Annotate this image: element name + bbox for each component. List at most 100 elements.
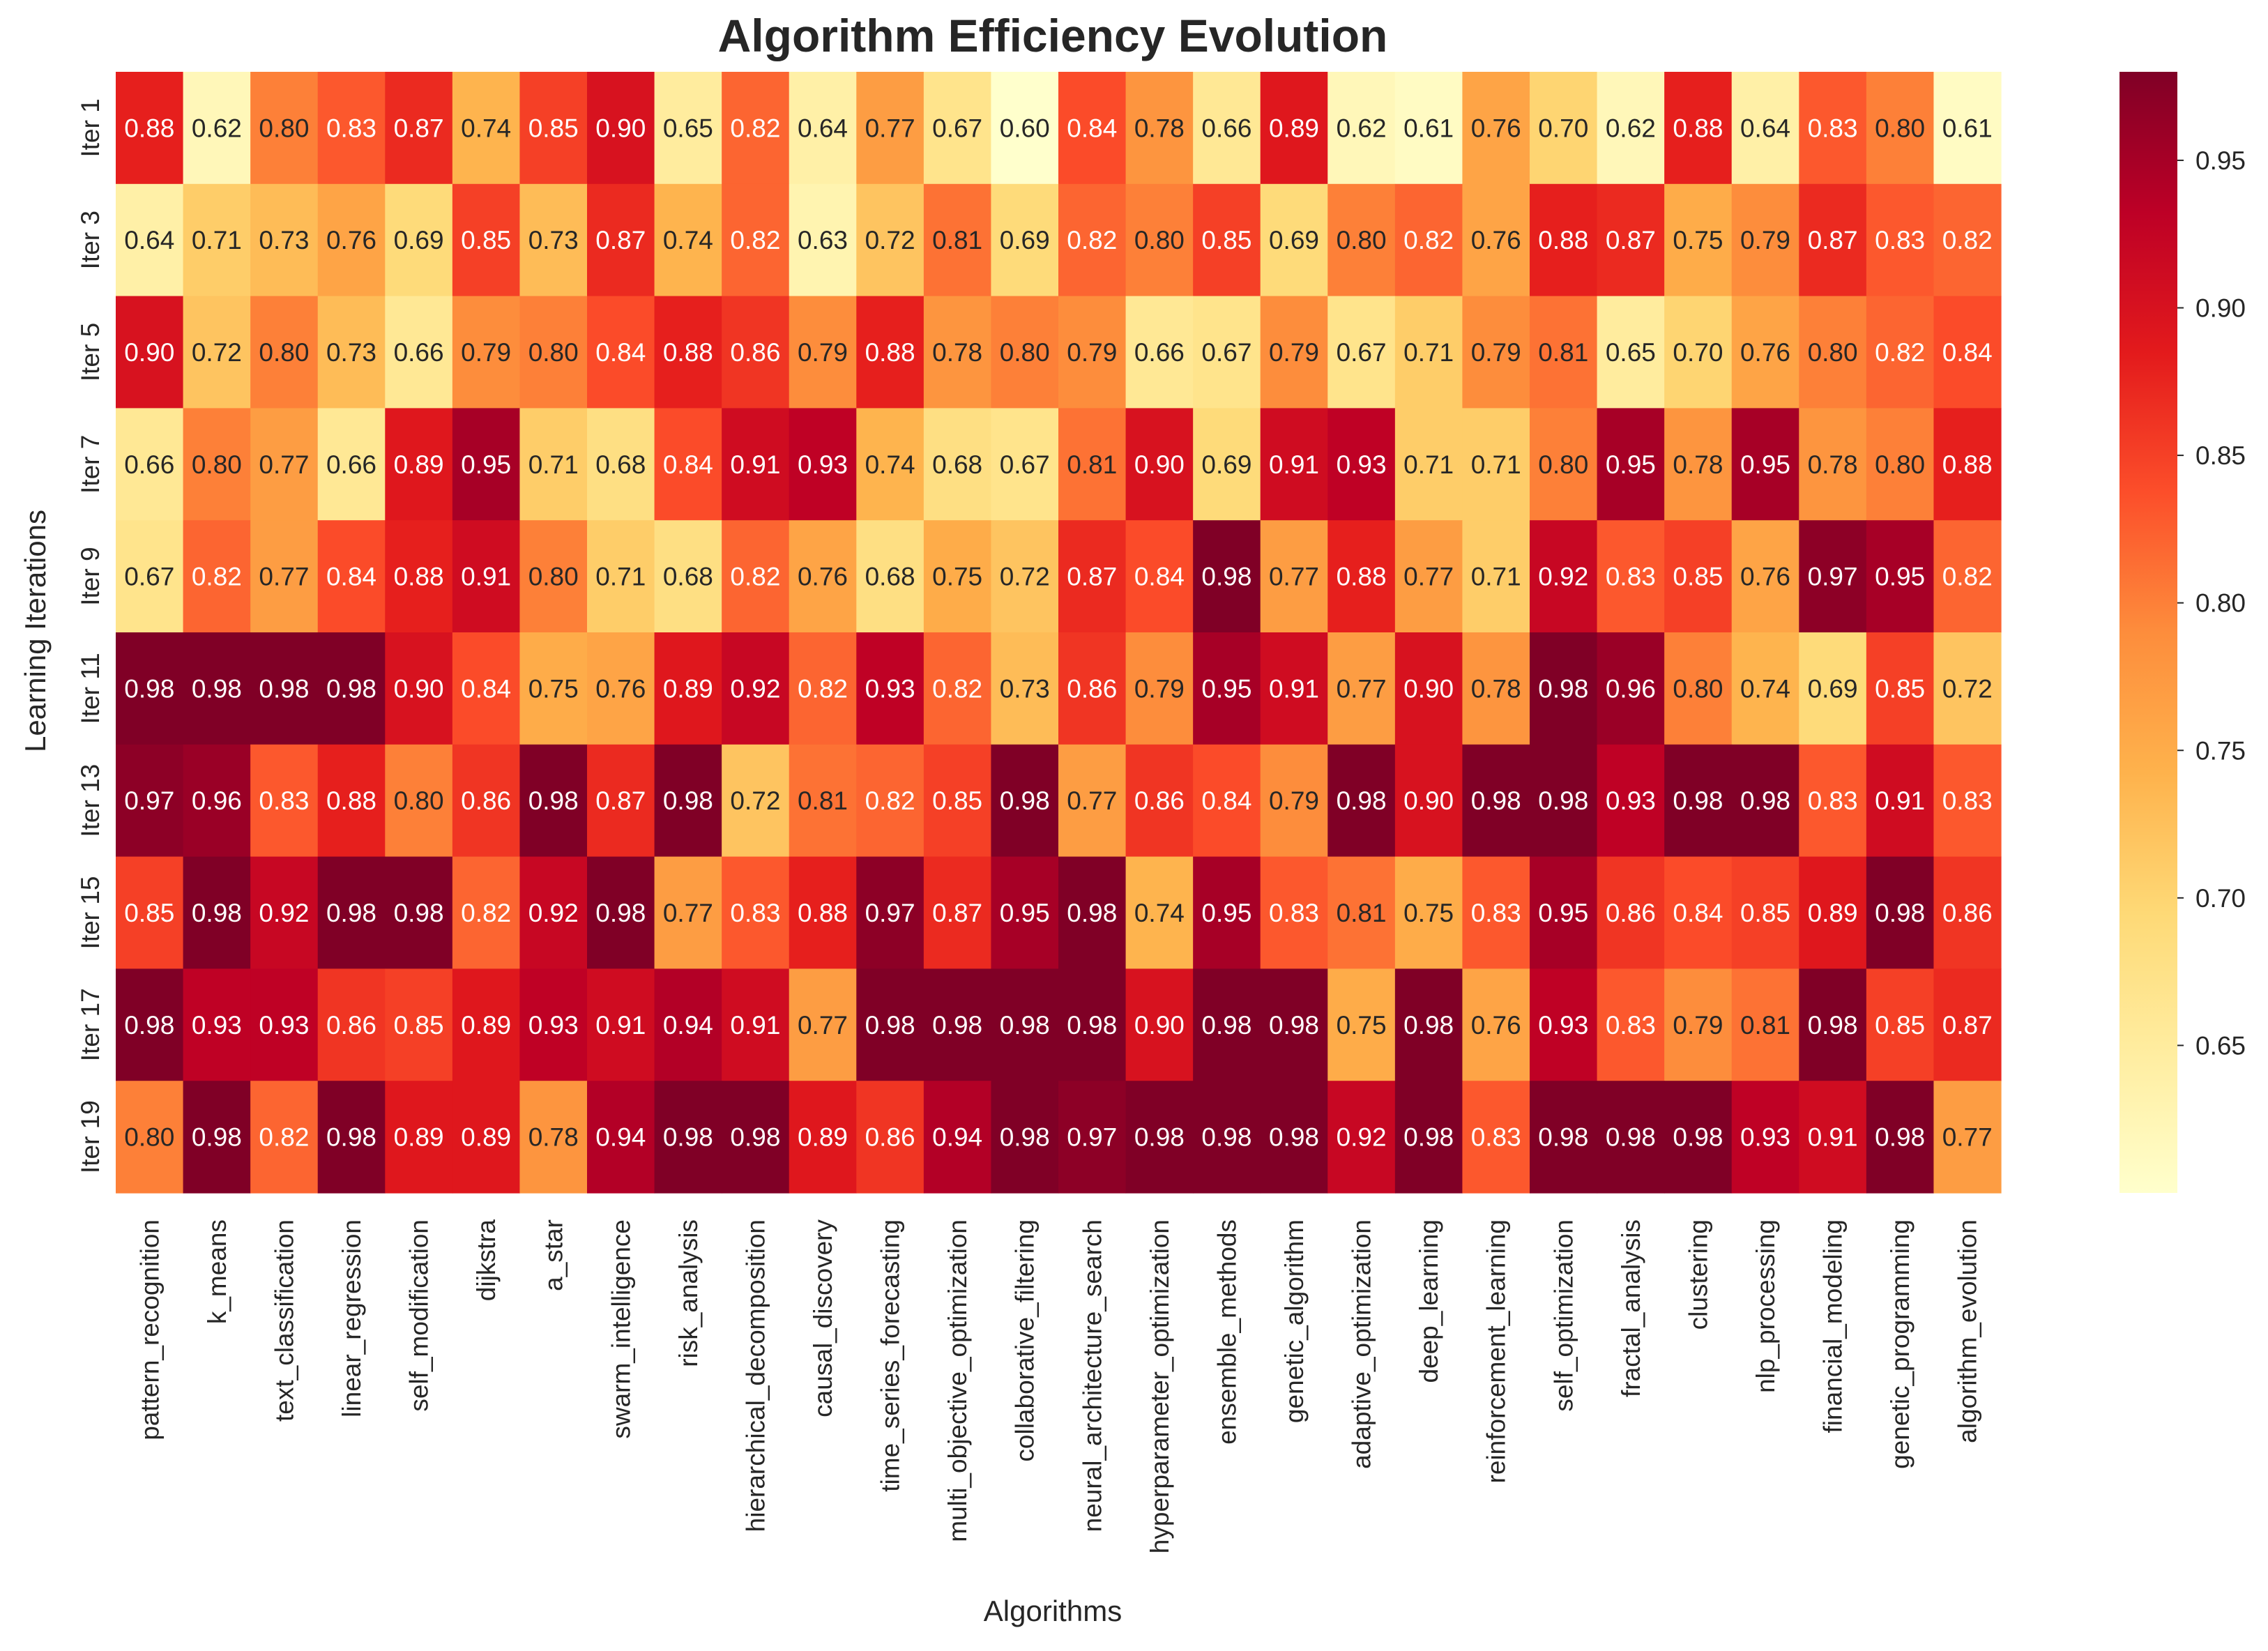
cell-value-label: 0.98 xyxy=(1538,1123,1588,1152)
cell-value-label: 0.86 xyxy=(461,786,511,815)
cell-value-label: 0.93 xyxy=(1606,786,1656,815)
heatmap-cell xyxy=(1866,408,1935,521)
heatmap-cell xyxy=(1327,1081,1396,1194)
heatmap-cell xyxy=(1933,856,2002,969)
heatmap-cell xyxy=(587,183,655,297)
heatmap-cell xyxy=(1597,856,1665,969)
heatmap-cell xyxy=(183,744,251,858)
heatmap-cell xyxy=(250,408,319,521)
heatmap-cell xyxy=(519,1081,588,1194)
x-tick-label: text_classification xyxy=(270,1219,298,1422)
heatmap-cell xyxy=(250,72,319,185)
cell-value-label: 0.63 xyxy=(798,226,848,254)
heatmap-cell xyxy=(722,183,790,297)
heatmap-cell xyxy=(1664,408,1733,521)
heatmap-cell xyxy=(519,72,588,185)
cell-value-label: 0.71 xyxy=(595,563,646,591)
heatmap-cell xyxy=(1462,296,1530,409)
heatmap-cell xyxy=(452,968,521,1081)
heatmap-cell xyxy=(1193,296,1261,409)
heatmap-cell xyxy=(1260,296,1328,409)
y-tick-label: Iter 11 xyxy=(76,653,105,724)
heatmap-cell xyxy=(385,856,453,969)
heatmap-cell xyxy=(250,296,319,409)
heatmap-cell xyxy=(856,296,924,409)
heatmap-cell xyxy=(1058,520,1127,633)
heatmap-cell xyxy=(1664,72,1733,185)
heatmap-cell xyxy=(654,183,722,297)
cell-value-label: 0.80 xyxy=(1808,338,1858,367)
cell-value-label: 0.82 xyxy=(798,674,848,703)
heatmap-cell xyxy=(722,72,790,185)
heatmap-cell xyxy=(1597,72,1665,185)
heatmap-cell xyxy=(1193,968,1261,1081)
heatmap-cell xyxy=(1193,183,1261,297)
heatmap-cell xyxy=(1462,183,1530,297)
heatmap-cell xyxy=(317,856,386,969)
cell-value-label: 0.82 xyxy=(865,786,915,815)
heatmap-cell xyxy=(856,1081,924,1194)
cell-value-label: 0.87 xyxy=(932,899,982,927)
cell-value-label: 0.85 xyxy=(1875,674,1925,703)
heatmap-cell xyxy=(587,856,655,969)
heatmap-cell xyxy=(519,744,588,858)
heatmap-cell xyxy=(1394,72,1463,185)
cell-value-label: 0.82 xyxy=(730,114,780,142)
heatmap-cell xyxy=(587,632,655,745)
colorbar-tick-label: 0.80 xyxy=(2195,589,2246,618)
heatmap-cell xyxy=(1597,968,1665,1081)
x-tick-label: reinforcement_learning xyxy=(1482,1219,1511,1483)
heatmap-cell xyxy=(1799,968,1867,1081)
cell-value-label: 0.77 xyxy=(259,450,309,479)
cell-value-label: 0.78 xyxy=(528,1123,579,1152)
cell-value-label: 0.95 xyxy=(1606,450,1656,479)
heatmap-cell xyxy=(789,632,857,745)
cell-value-label: 0.78 xyxy=(1471,674,1521,703)
heatmap-cell xyxy=(1327,632,1396,745)
cell-value-label: 0.72 xyxy=(1000,563,1050,591)
heatmap-cell xyxy=(1530,72,1598,185)
heatmap-cell xyxy=(1530,520,1598,633)
cell-value-label: 0.81 xyxy=(1740,1011,1790,1040)
cell-value-label: 0.89 xyxy=(798,1123,848,1152)
heatmap-cell xyxy=(317,632,386,745)
cell-value-label: 0.93 xyxy=(865,674,915,703)
cell-value-label: 0.72 xyxy=(865,226,915,254)
cell-value-label: 0.97 xyxy=(1067,1123,1117,1152)
heatmap-cell xyxy=(1058,408,1127,521)
heatmap-cell xyxy=(1799,1081,1867,1194)
heatmap-cell xyxy=(991,296,1059,409)
heatmap-cell xyxy=(1394,296,1463,409)
cell-value-label: 0.98 xyxy=(1000,1011,1050,1040)
heatmap-cell xyxy=(1394,520,1463,633)
heatmap-cell xyxy=(1664,744,1733,858)
cell-value-label: 0.87 xyxy=(595,226,646,254)
heatmap-cell xyxy=(923,408,992,521)
cell-value-label: 0.83 xyxy=(1471,899,1521,927)
cell-value-label: 0.87 xyxy=(1606,226,1656,254)
cell-value-label: 0.98 xyxy=(1067,1011,1117,1040)
cell-value-label: 0.66 xyxy=(1201,114,1251,142)
cell-value-label: 0.88 xyxy=(663,338,713,367)
heatmap-cell xyxy=(1933,520,2002,633)
heatmap-cell xyxy=(1193,632,1261,745)
cell-value-label: 0.98 xyxy=(1403,1011,1454,1040)
cell-value-label: 0.95 xyxy=(1201,674,1251,703)
cell-value-label: 0.75 xyxy=(528,674,579,703)
x-tick-label: self_modification xyxy=(405,1219,434,1412)
cell-value-label: 0.69 xyxy=(1000,226,1050,254)
cell-value-label: 0.71 xyxy=(1471,450,1521,479)
cell-value-label: 0.97 xyxy=(124,786,174,815)
cell-value-label: 0.79 xyxy=(1067,338,1117,367)
cell-value-label: 0.92 xyxy=(528,899,579,927)
cell-value-label: 0.98 xyxy=(1808,1011,1858,1040)
cell-value-label: 0.92 xyxy=(730,674,780,703)
heatmap-cells xyxy=(116,72,2002,1194)
cell-value-label: 0.74 xyxy=(1740,674,1790,703)
cell-value-label: 0.98 xyxy=(1000,1123,1050,1152)
heatmap-cell xyxy=(519,520,588,633)
heatmap-cell xyxy=(250,968,319,1081)
heatmap-cell xyxy=(1664,296,1733,409)
heatmap-cell xyxy=(654,296,722,409)
cell-value-label: 0.85 xyxy=(1740,899,1790,927)
